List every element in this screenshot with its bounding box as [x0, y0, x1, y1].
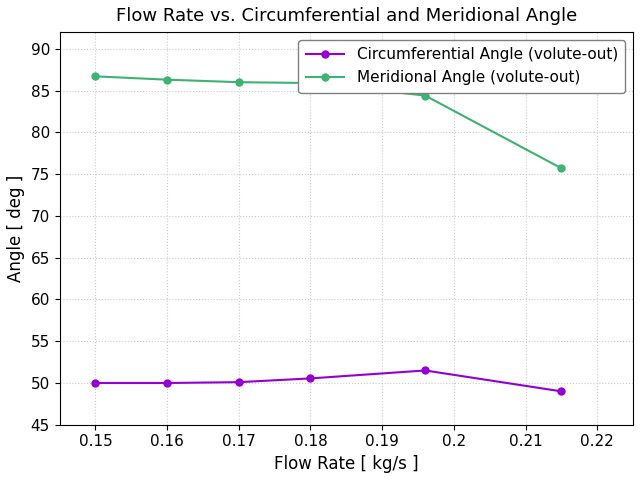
X-axis label: Flow Rate [ kg/s ]: Flow Rate [ kg/s ]	[274, 455, 419, 473]
Meridional Angle (volute-out)	[92, 73, 99, 79]
Circumferential Angle (volute-out)	[557, 388, 565, 394]
Circumferential Angle (volute-out)	[92, 380, 99, 386]
Circumferential Angle (volute-out)	[307, 375, 314, 381]
Meridional Angle (volute-out)	[307, 80, 314, 86]
Meridional Angle (volute-out)	[235, 79, 243, 85]
Circumferential Angle (volute-out)	[235, 379, 243, 385]
Meridional Angle (volute-out)	[163, 77, 171, 83]
Line: Circumferential Angle (volute-out): Circumferential Angle (volute-out)	[92, 367, 565, 395]
Legend: Circumferential Angle (volute-out), Meridional Angle (volute-out): Circumferential Angle (volute-out), Meri…	[298, 40, 625, 93]
Meridional Angle (volute-out)	[557, 166, 565, 171]
Meridional Angle (volute-out)	[421, 93, 429, 98]
Circumferential Angle (volute-out)	[421, 368, 429, 373]
Circumferential Angle (volute-out)	[163, 380, 171, 386]
Title: Flow Rate vs. Circumferential and Meridional Angle: Flow Rate vs. Circumferential and Meridi…	[116, 7, 577, 25]
Y-axis label: Angle [ deg ]: Angle [ deg ]	[7, 175, 25, 282]
Line: Meridional Angle (volute-out): Meridional Angle (volute-out)	[92, 73, 565, 172]
